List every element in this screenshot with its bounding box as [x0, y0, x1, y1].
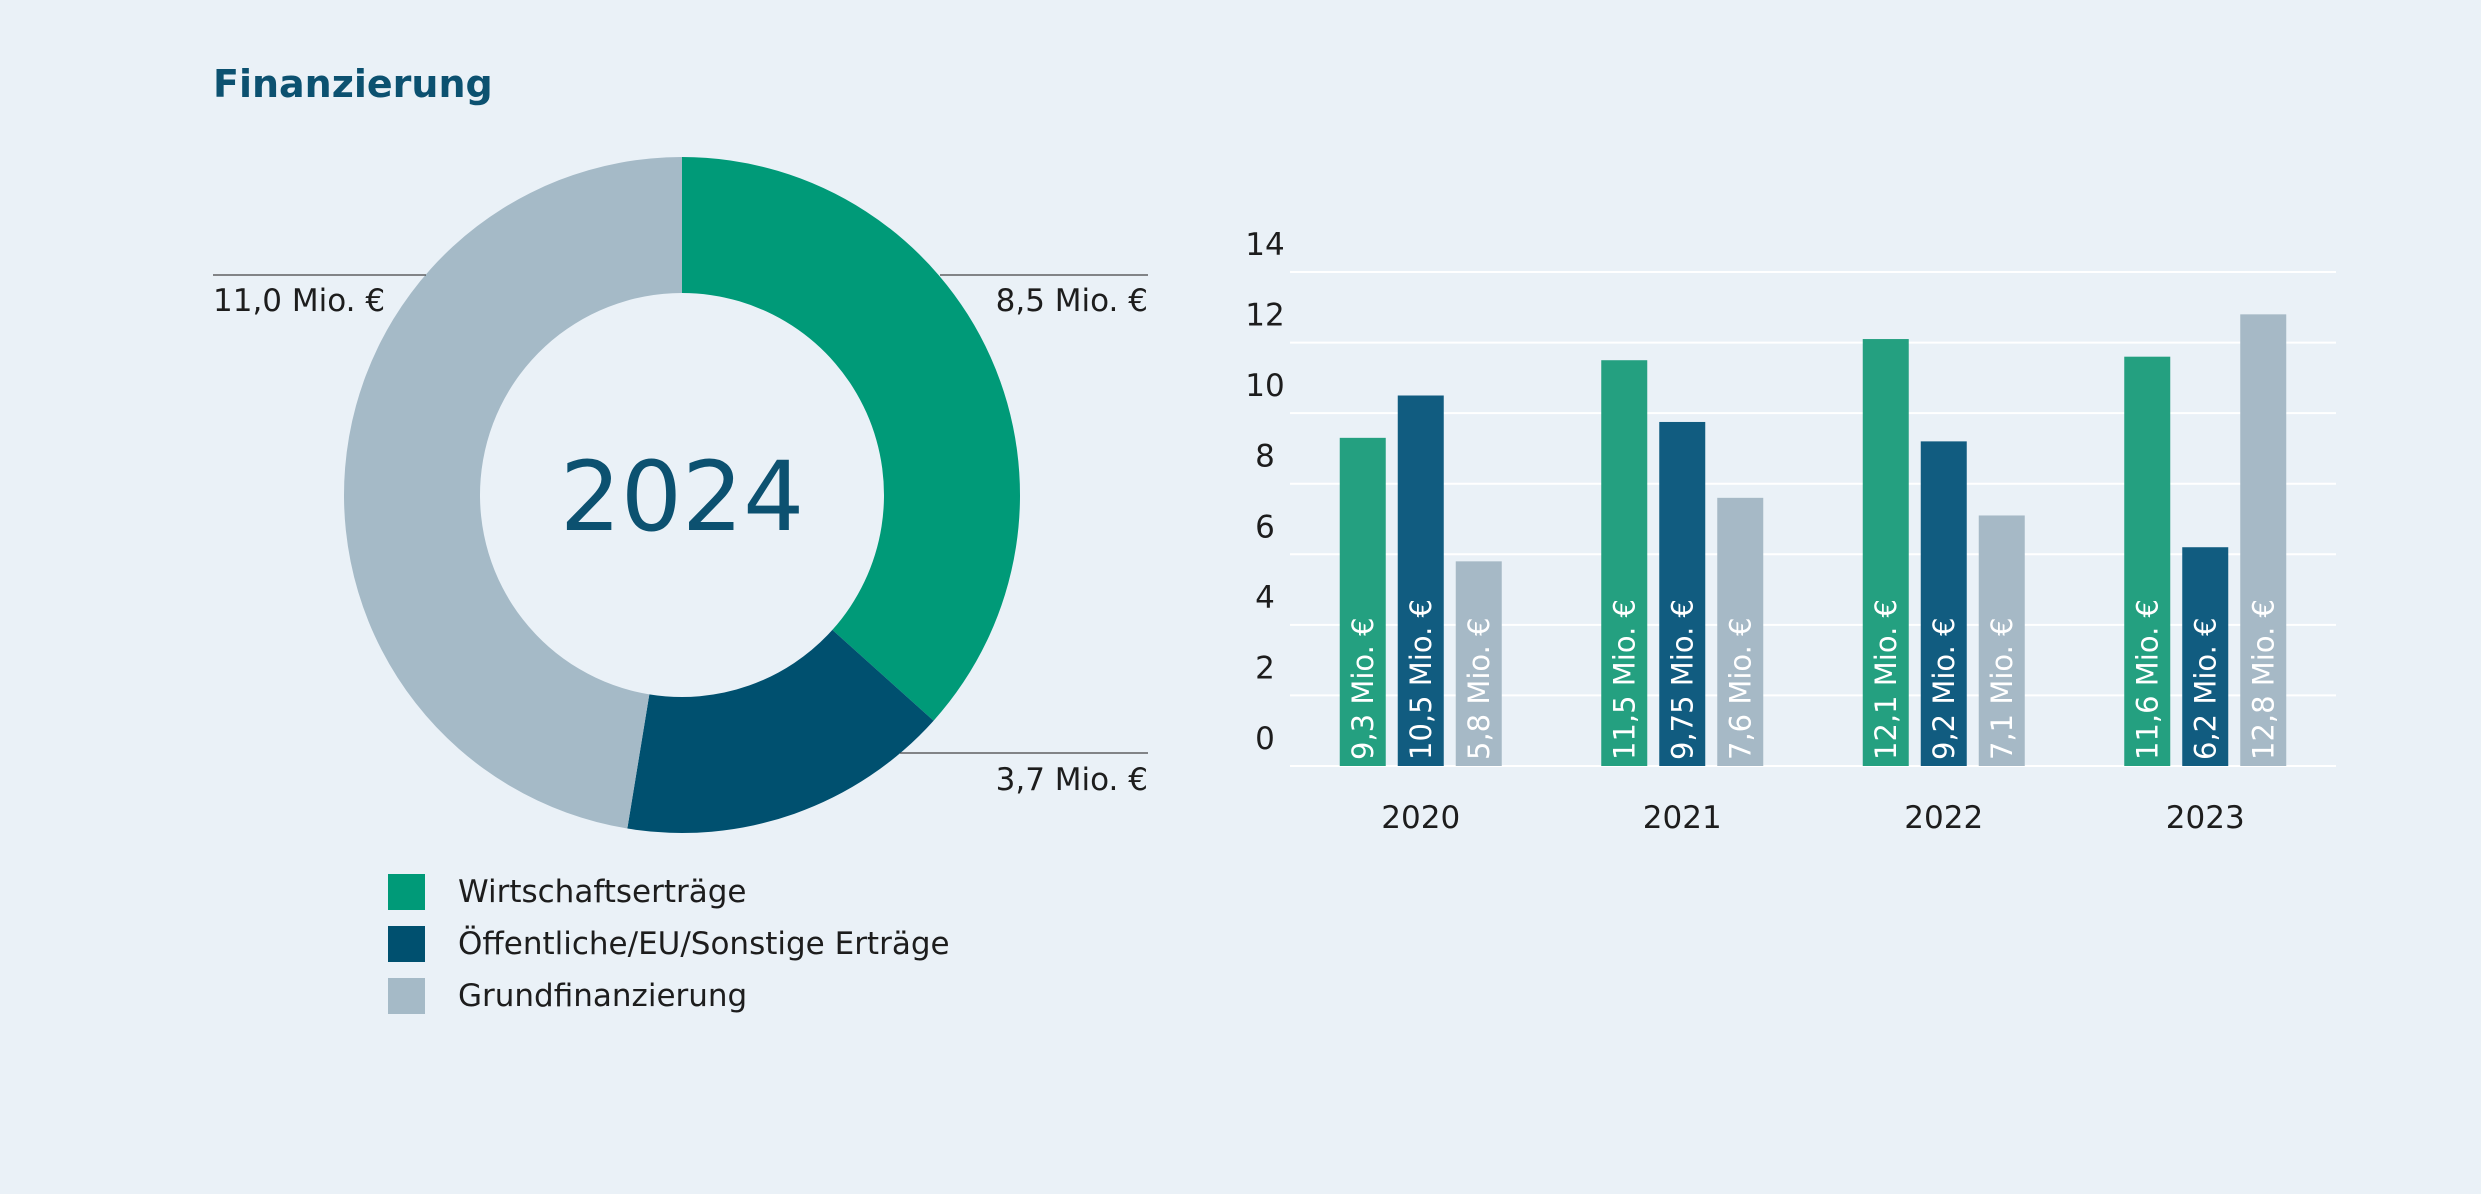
slice-oeffentlich: [627, 629, 934, 833]
slice-grundfinanzierung: [344, 157, 682, 829]
legend-swatch: [388, 874, 425, 910]
y-tick-label: 0: [1255, 721, 1275, 757]
bar-value-label: 9,75 Mio. €: [1665, 599, 1699, 760]
legend-swatch: [388, 978, 425, 1014]
bar: [2124, 356, 2171, 766]
donut-value-label: 11,0 Mio. €: [213, 283, 385, 319]
y-tick-label: 12: [1245, 298, 1284, 334]
legend-label: Öffentliche/EU/Sonstige Erträge: [458, 926, 950, 962]
y-tick-label: 10: [1245, 368, 1284, 404]
x-tick-label: 2021: [1643, 800, 1722, 836]
x-tick-label: 2020: [1381, 800, 1460, 836]
donut-value-label: 8,5 Mio. €: [996, 283, 1148, 319]
bar-value-label: 11,6 Mio. €: [2130, 599, 2164, 760]
legend-item: Öffentliche/EU/Sonstige Erträge: [388, 918, 950, 970]
bar: [1397, 395, 1444, 766]
y-tick-label: 6: [1255, 509, 1275, 545]
y-tick-label: 4: [1255, 580, 1275, 616]
bar-value-label: 12,8 Mio. €: [2246, 599, 2280, 760]
x-tick-label: 2023: [2166, 800, 2245, 836]
bar: [1862, 339, 1909, 766]
bar-value-label: 12,1 Mio. €: [1869, 599, 1903, 760]
bar: [1920, 441, 1967, 766]
bar-value-label: 11,5 Mio. €: [1607, 599, 1641, 760]
y-tick-label: 2: [1255, 650, 1275, 686]
legend-swatch: [388, 926, 425, 962]
bar-value-label: 5,8 Mio. €: [1462, 617, 1496, 760]
donut-chart: 8,5 Mio. € 3,7 Mio. € 11,0 Mio. € 2024: [213, 157, 1148, 833]
bar: [1717, 497, 1764, 766]
bar: [1339, 437, 1386, 766]
bar: [2240, 314, 2287, 766]
bar-value-label: 7,6 Mio. €: [1723, 617, 1757, 760]
bar-value-label: 9,3 Mio. €: [1346, 617, 1380, 760]
bar: [1601, 360, 1648, 766]
bar: [2182, 547, 2229, 766]
legend: Wirtschaftserträge Öffentliche/EU/Sonsti…: [388, 866, 950, 1022]
bar: [1978, 515, 2025, 766]
legend-label: Wirtschaftserträge: [458, 874, 747, 910]
x-tick-label: 2022: [1904, 800, 1983, 836]
bar: [1455, 561, 1502, 766]
page-title: Finanzierung: [213, 62, 493, 106]
bar-value-label: 7,1 Mio. €: [1985, 617, 2019, 760]
legend-item: Grundfinanzierung: [388, 970, 950, 1022]
y-tick-label: 8: [1255, 439, 1275, 475]
bar-value-label: 9,2 Mio. €: [1927, 617, 1961, 760]
bar-value-label: 6,2 Mio. €: [2188, 617, 2222, 760]
donut-center-label: 2024: [560, 441, 804, 553]
y-tick-label: 14: [1245, 227, 1284, 263]
donut-value-label: 3,7 Mio. €: [996, 762, 1148, 798]
bar: [1659, 421, 1706, 766]
legend-item: Wirtschaftserträge: [388, 866, 950, 918]
legend-label: Grundfinanzierung: [458, 978, 748, 1014]
bar-value-label: 10,5 Mio. €: [1404, 599, 1438, 760]
slice-wirtschaft: [682, 157, 1021, 721]
